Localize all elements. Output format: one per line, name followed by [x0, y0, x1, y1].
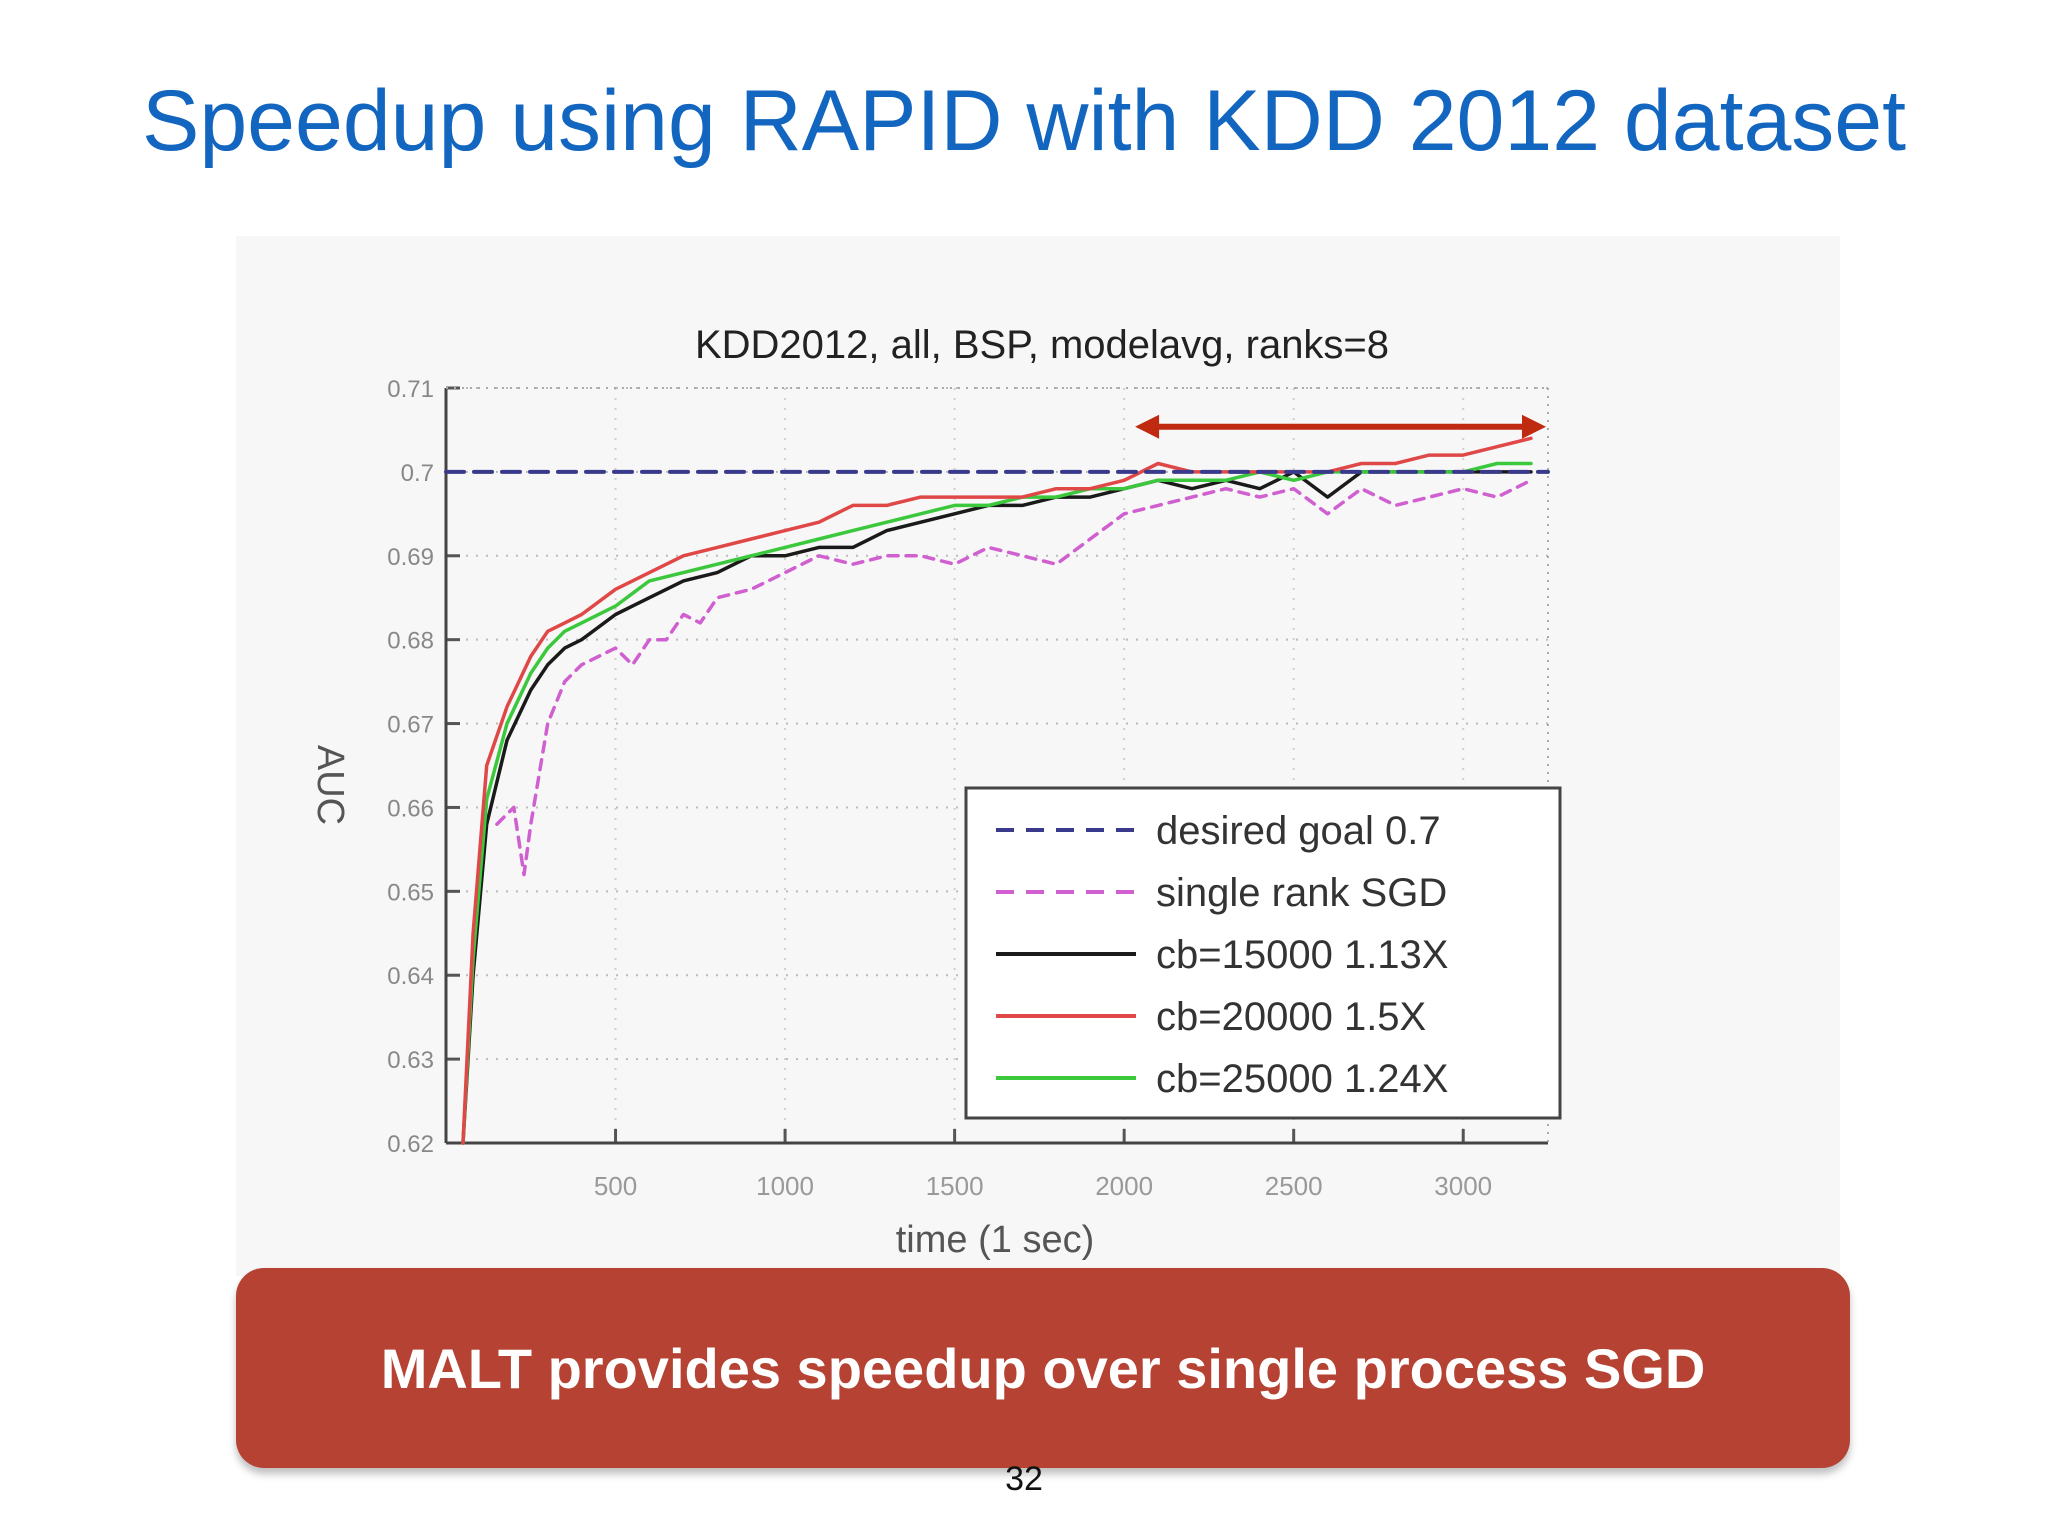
y-tick-label: 0.69 — [387, 544, 434, 571]
legend-label: desired goal 0.7 — [1156, 809, 1441, 853]
legend-label: cb=20000 1.5X — [1156, 995, 1426, 1039]
y-tick-label: 0.64 — [387, 963, 434, 990]
legend-label: single rank SGD — [1156, 871, 1447, 915]
callout-text: MALT provides speedup over single proces… — [380, 1336, 1706, 1400]
x-tick-label: 2500 — [1265, 1171, 1323, 1201]
x-tick-label: 500 — [594, 1171, 637, 1201]
series-line — [461, 470, 1533, 1145]
y-tick-label: 0.63 — [387, 1047, 434, 1074]
y-tick-label: 0.66 — [387, 795, 434, 822]
callout-box: MALT provides speedup over single proces… — [236, 1268, 1850, 1468]
legend: desired goal 0.7 single rank SGD cb=15000 … — [964, 786, 1562, 1120]
x-tick-label: 1000 — [756, 1171, 814, 1201]
slide-title: Speedup using RAPID with KDD 2012 datase… — [141, 73, 1907, 169]
x-tick-label: 2000 — [1095, 1171, 1153, 1201]
x-axis-label: time (1 sec) — [896, 1219, 1094, 1261]
legend-label: cb=15000 1.13X — [1156, 933, 1448, 977]
y-axis-label: AUC — [309, 745, 351, 825]
chart-title: KDD2012, all, BSP, modelavg, ranks=8 — [695, 323, 1389, 367]
y-tick-label: 0.7 — [401, 460, 434, 487]
legend-label: cb=25000 1.24X — [1156, 1057, 1448, 1101]
series-layer — [444, 436, 1550, 1145]
annotation-arrow-head-right — [1522, 414, 1546, 439]
y-tick-label: 0.62 — [387, 1131, 434, 1158]
y-tick-label: 0.67 — [387, 712, 434, 739]
annotation-layer — [1135, 414, 1546, 439]
axes-layer: 0.62 0.63 0.64 0.65 0.66 0.67 0.68 0.69 0.7 0.71 5… — [387, 376, 1549, 1201]
x-tick-label: 1500 — [926, 1171, 984, 1201]
page-number: 32 — [1005, 1460, 1043, 1498]
annotation-arrow-head-left — [1135, 414, 1160, 439]
series-line — [495, 478, 1533, 877]
x-tick-label: 3000 — [1434, 1171, 1492, 1201]
y-tick-label: 0.71 — [387, 376, 434, 403]
y-tick-label: 0.65 — [387, 879, 434, 906]
chart-panel-background — [236, 236, 1840, 1276]
y-tick-label: 0.68 — [387, 628, 434, 655]
